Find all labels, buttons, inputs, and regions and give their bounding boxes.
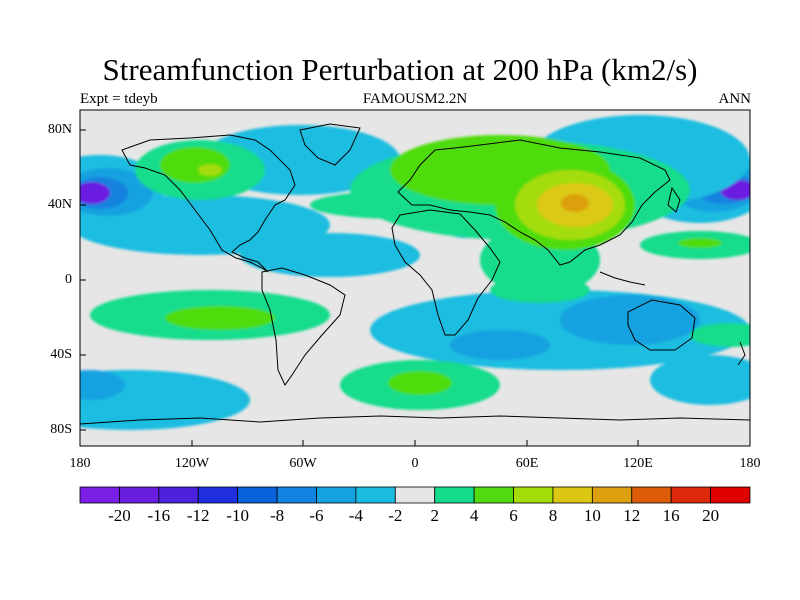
contour-pos-patch <box>490 277 590 303</box>
colorbar-label: -20 <box>108 506 131 525</box>
lon-label: 180 <box>739 456 761 471</box>
lon-label: 0 <box>411 456 419 471</box>
colorbar-swatch <box>394 486 436 504</box>
colorbar-label: -10 <box>226 506 249 525</box>
contour-pos-patch <box>678 238 722 248</box>
contour-neg-patch <box>240 233 420 277</box>
colorbar-swatch <box>473 486 514 504</box>
coastlines <box>80 123 750 425</box>
colorbar-label: -8 <box>269 506 285 525</box>
colorbar-label: 8 <box>548 506 558 525</box>
lon-label: 60E <box>515 456 539 471</box>
colorbar-swatch <box>710 486 751 504</box>
colorbar-label: -16 <box>147 506 171 525</box>
colorbar-swatch <box>434 486 475 504</box>
colorbar-swatch <box>631 486 672 504</box>
colorbar-swatch <box>552 486 593 504</box>
colorbar-swatch <box>513 486 554 504</box>
colorbar-swatch <box>158 486 199 504</box>
contour-neg-patch <box>80 370 125 400</box>
contour-pos-patch <box>160 147 230 183</box>
colorbar <box>79 486 751 504</box>
colorbar-swatch <box>237 486 278 504</box>
colorbar-label: 2 <box>430 506 439 525</box>
contour-field <box>80 110 750 446</box>
model-label: FAMOUSM2.2N <box>362 91 468 107</box>
contour-pos-patch <box>198 164 222 176</box>
colorbar-label: -2 <box>388 506 403 525</box>
season-label: ANN <box>718 91 752 107</box>
colorbar-swatch <box>591 486 633 504</box>
colorbar-label: -4 <box>348 506 363 525</box>
colorbar-label: 10 <box>583 506 601 525</box>
lat-label: 80N <box>47 122 72 137</box>
contour-pos-patch <box>561 194 589 212</box>
lat-label: 40S <box>50 347 72 362</box>
contour-pos-patch <box>388 371 452 395</box>
axis-ticks <box>79 129 751 446</box>
plot-title: Streamfunction Perturbation at 200 hPa (… <box>102 52 698 87</box>
colorbar-swatch <box>355 486 396 504</box>
colorbar-swatch <box>670 486 711 504</box>
experiment-label: Expt = tdeyb <box>80 91 158 107</box>
colorbar-label: 16 <box>662 506 680 525</box>
colorbar-label: 6 <box>509 506 518 525</box>
contour-neg-patch <box>450 330 550 360</box>
colorbar-label: 20 <box>702 506 720 525</box>
colorbar-swatch <box>79 486 120 504</box>
contour-pos-patch <box>165 306 275 330</box>
lon-label: 120E <box>623 456 653 471</box>
contour-neg-patch <box>650 355 750 405</box>
contour-neg-patch <box>80 182 110 204</box>
lat-label: 0 <box>65 272 72 287</box>
lon-label: 120W <box>174 456 210 471</box>
colorbar-label: -12 <box>186 506 210 525</box>
colorbar-swatch <box>276 486 317 504</box>
lon-label: 180 <box>69 456 91 471</box>
colorbar-swatch <box>197 486 239 504</box>
contour-pos-patch <box>690 323 750 347</box>
colorbar-swatch <box>119 486 160 504</box>
colorbar-label: 4 <box>469 506 479 525</box>
lat-label: 80S <box>50 422 72 437</box>
contour-neg-patch <box>560 295 700 345</box>
colorbar-swatch <box>316 486 357 504</box>
colorbar-label: 12 <box>623 506 641 525</box>
lat-label: 40N <box>47 197 72 212</box>
colorbar-label: -6 <box>309 506 324 525</box>
lon-label: 60W <box>289 456 317 471</box>
